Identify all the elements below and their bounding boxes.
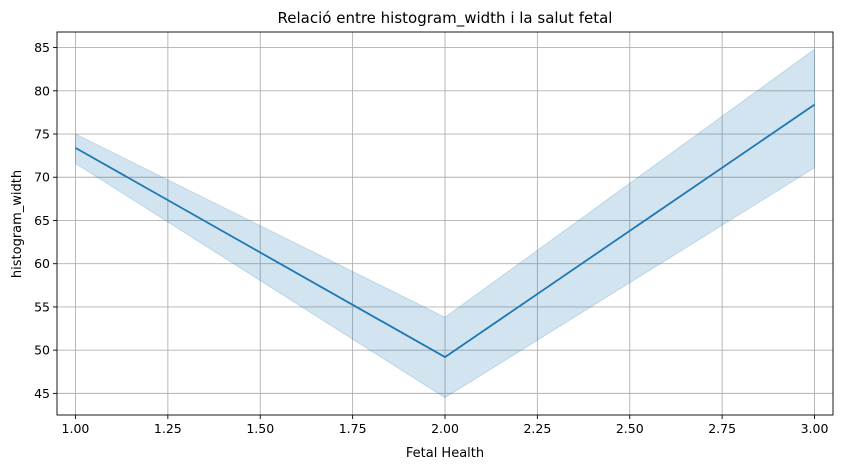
x-tick-label: 1.50: [246, 421, 274, 436]
confidence-band: [74, 48, 816, 399]
x-tick-label: 1.00: [62, 421, 90, 436]
x-tick-label: 2.00: [431, 421, 459, 436]
grid: [57, 32, 833, 415]
y-tick-label: 45: [34, 386, 50, 401]
y-tick-label: 75: [34, 127, 50, 142]
y-tick-label: 55: [34, 299, 50, 314]
confidence-band-layer: [74, 48, 816, 399]
x-tick-label: 2.75: [708, 421, 736, 436]
x-tick-label: 2.50: [616, 421, 644, 436]
y-tick-label: 85: [34, 40, 50, 55]
x-tick-label: 2.25: [523, 421, 551, 436]
y-tick-label: 70: [34, 170, 50, 185]
y-axis-title: histogram_width: [10, 170, 25, 278]
x-tick-label: 1.75: [339, 421, 367, 436]
y-tick-label: 50: [34, 343, 50, 358]
x-tick-label: 3.00: [801, 421, 829, 436]
y-tick-label: 60: [34, 256, 50, 271]
x-axis-ticks: 1.00 1.25 1.50 1.75 2.00 2.25 2.50 2.75 3.00: [62, 415, 829, 436]
x-axis-title: Fetal Health: [406, 446, 484, 461]
chart-title: Relació entre histogram_width i la salut…: [278, 9, 613, 28]
x-tick-label: 1.25: [154, 421, 182, 436]
y-tick-label: 65: [34, 213, 50, 228]
y-tick-label: 80: [34, 83, 50, 98]
series-line-layer: [75, 103, 816, 358]
y-axis-ticks: 45 50 55 60 65 70 75 80 85: [34, 40, 57, 401]
